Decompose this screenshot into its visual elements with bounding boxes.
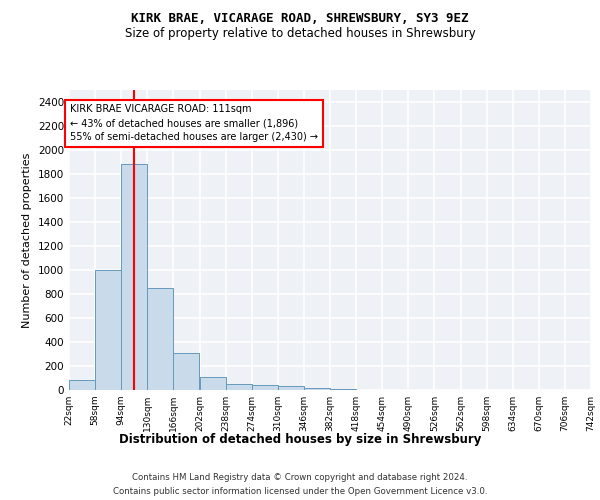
Bar [69, 380, 95, 390]
Bar [278, 386, 304, 390]
Bar [173, 353, 199, 390]
Text: Size of property relative to detached houses in Shrewsbury: Size of property relative to detached ho… [125, 28, 475, 40]
Text: KIRK BRAE VICARAGE ROAD: 111sqm
← 43% of detached houses are smaller (1,896)
55%: KIRK BRAE VICARAGE ROAD: 111sqm ← 43% of… [70, 104, 318, 142]
Text: Distribution of detached houses by size in Shrewsbury: Distribution of detached houses by size … [119, 432, 481, 446]
Bar [199, 377, 226, 390]
Bar [121, 164, 148, 390]
Text: Contains public sector information licensed under the Open Government Licence v3: Contains public sector information licen… [113, 488, 487, 496]
Bar [252, 385, 278, 390]
Text: KIRK BRAE, VICARAGE ROAD, SHREWSBURY, SY3 9EZ: KIRK BRAE, VICARAGE ROAD, SHREWSBURY, SY… [131, 12, 469, 26]
Bar [95, 270, 121, 390]
Bar [304, 388, 330, 390]
Y-axis label: Number of detached properties: Number of detached properties [22, 152, 32, 328]
Bar [148, 288, 173, 390]
Bar [226, 384, 252, 390]
Bar [330, 389, 356, 390]
Text: Contains HM Land Registry data © Crown copyright and database right 2024.: Contains HM Land Registry data © Crown c… [132, 472, 468, 482]
